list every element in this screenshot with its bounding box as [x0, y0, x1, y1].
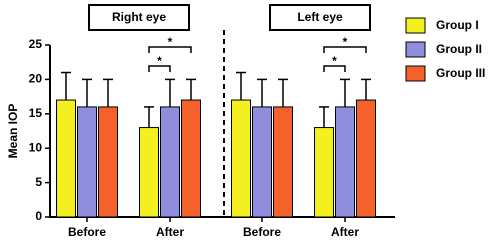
panel-title-box: [269, 4, 371, 31]
bar: [252, 106, 272, 218]
y-tick-label: 0: [35, 209, 42, 223]
significance-label: *: [332, 54, 337, 68]
y-axis-label: Mean IOP: [6, 104, 20, 159]
significance-bracket: [323, 46, 367, 53]
significance-label: *: [168, 35, 173, 49]
bar: [181, 99, 201, 218]
legend-label: Group I: [436, 18, 479, 32]
y-tick-label: 15: [29, 106, 43, 120]
panel-title-box: [88, 4, 190, 31]
significance-label: *: [157, 54, 162, 68]
panel-title: Left eye: [297, 10, 343, 24]
x-tick-label: After: [331, 225, 359, 239]
bar: [56, 99, 76, 218]
bar: [231, 99, 251, 218]
x-tick-label: Before: [68, 225, 106, 239]
y-tick-label: 20: [29, 72, 43, 86]
significance-bracket: [148, 65, 171, 72]
significance-label: *: [343, 35, 348, 49]
legend-swatch: [405, 65, 426, 82]
x-tick-label: Before: [243, 225, 281, 239]
bar: [98, 106, 118, 218]
significance-bracket: [323, 65, 346, 72]
bar: [356, 99, 376, 218]
bar: [335, 106, 355, 218]
panel-title: Right eye: [112, 10, 166, 24]
bar: [314, 127, 334, 218]
y-tick-label: 5: [35, 175, 42, 189]
bar: [160, 106, 180, 218]
significance-bracket: [148, 46, 192, 53]
legend-label: Group II: [436, 42, 482, 56]
bar: [139, 127, 159, 218]
legend-label: Group III: [436, 66, 485, 80]
bar: [77, 106, 97, 218]
y-tick-label: 10: [29, 140, 43, 154]
x-tick-label: After: [156, 225, 184, 239]
bar: [273, 106, 293, 218]
y-tick-label: 25: [29, 37, 43, 51]
legend-swatch: [405, 17, 426, 34]
legend-swatch: [405, 41, 426, 58]
